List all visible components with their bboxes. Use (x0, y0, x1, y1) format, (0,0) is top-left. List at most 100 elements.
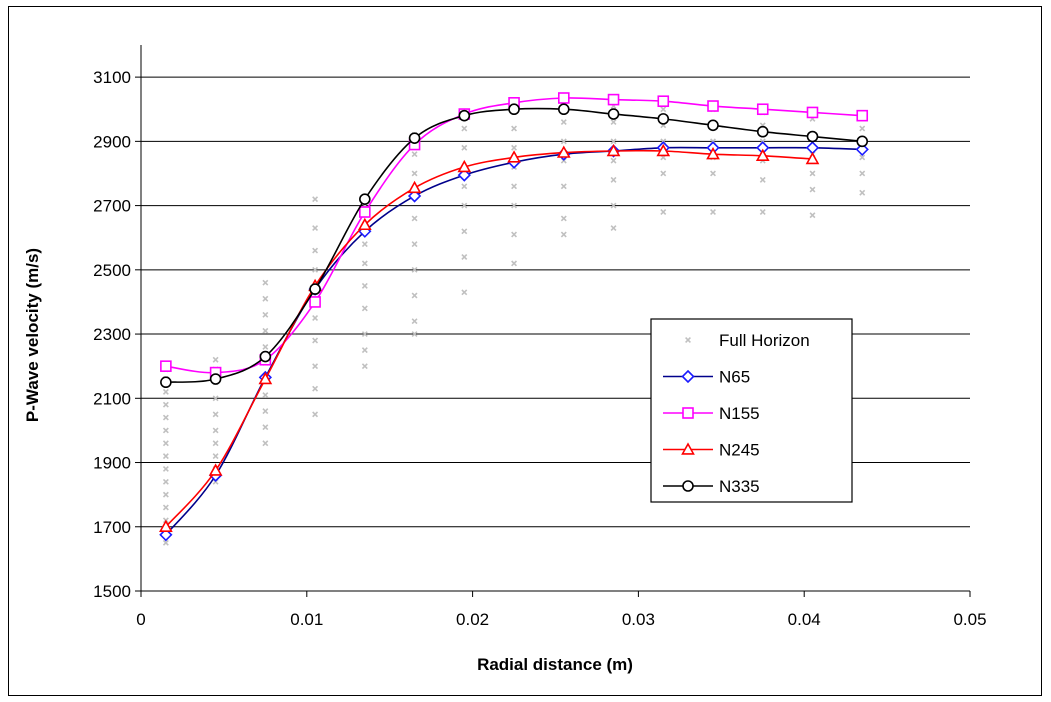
scatter-point (312, 337, 319, 344)
scatter-stroke (411, 215, 418, 222)
scatter-point (610, 138, 617, 145)
scatter-point (610, 176, 617, 183)
scatter-point (560, 183, 567, 190)
scatter-stroke (262, 279, 269, 286)
series-point (557, 92, 570, 104)
scatter-point (162, 440, 169, 447)
scatter-point (411, 151, 418, 158)
scatter-stroke (361, 331, 368, 338)
scatter-point (262, 311, 269, 318)
scatter-point (312, 385, 319, 392)
legend-label: Full Horizon (719, 331, 810, 350)
legend-label: N155 (719, 404, 760, 423)
scatter-point (461, 202, 468, 209)
scatter-point (312, 225, 319, 232)
scatter-point (610, 202, 617, 209)
scatter-stroke (312, 411, 319, 418)
legend-marker (681, 442, 695, 455)
scatter-point (162, 504, 169, 511)
scatter-point (759, 209, 766, 215)
series-point (755, 148, 770, 162)
series-point (160, 376, 172, 389)
scatter-stroke (262, 408, 269, 415)
scatter-stroke (660, 170, 667, 177)
scatter-point (461, 289, 468, 296)
scatter-stroke (411, 170, 418, 177)
scatter-point (162, 401, 169, 408)
y-axis-title: P-Wave velocity (m/s) (23, 248, 42, 422)
scatter-stroke (461, 289, 468, 296)
scatter-point (411, 331, 418, 338)
scatter-stroke (809, 212, 816, 219)
scatter-stroke (361, 347, 368, 354)
scatter-stroke (162, 427, 169, 434)
y-tick-label: 1500 (93, 582, 131, 601)
scatter-stroke (511, 125, 518, 132)
series-point (707, 119, 719, 132)
scatter-point (312, 196, 319, 203)
series-point (806, 106, 819, 119)
scatter-point (511, 144, 518, 151)
scatter-point (610, 225, 617, 232)
scatter-point (411, 170, 418, 177)
series-point (806, 130, 819, 143)
x-tick-label: 0.04 (788, 610, 821, 629)
scatter-point (809, 186, 816, 193)
scatter-stroke (312, 225, 319, 232)
scatter-stroke (511, 202, 518, 209)
scatter-stroke (262, 311, 269, 318)
scatter-point (610, 157, 617, 164)
series-n335 (160, 103, 869, 389)
legend-marker (682, 480, 694, 492)
scatter-point (411, 241, 418, 248)
series-point (507, 150, 521, 163)
series-layer (159, 92, 869, 542)
scatter-stroke (312, 247, 319, 254)
chart-frame (8, 6, 1042, 696)
scatter-point (461, 144, 468, 151)
scatter-stroke (511, 144, 518, 151)
scatter-stroke (560, 231, 567, 238)
scatter-point (312, 363, 319, 370)
scatter-point (461, 228, 468, 235)
scatter-stroke (262, 343, 269, 350)
series-point (209, 373, 222, 385)
scatter-point (262, 408, 269, 415)
series-point (258, 371, 273, 385)
scatter-point (560, 215, 567, 222)
scatter-point (610, 119, 617, 126)
scatter-point (660, 209, 667, 215)
series-point (607, 93, 620, 106)
scatter-point (262, 392, 269, 399)
scatter-point (560, 138, 567, 145)
scatter-stroke (461, 183, 468, 190)
series-point (407, 189, 422, 203)
scatter-point (162, 478, 169, 485)
x-axis-title: Radial distance (m) (477, 655, 633, 674)
scatter-point (262, 343, 269, 350)
scatter-point (361, 363, 368, 370)
series-point (707, 100, 719, 112)
scatter-point (461, 254, 468, 260)
scatter-stroke (162, 504, 169, 511)
scatter-stroke (262, 424, 269, 431)
scatter-point (660, 106, 667, 113)
scatter-point (859, 125, 866, 132)
series-point (856, 109, 869, 122)
scatter-stroke (162, 453, 169, 460)
legend-label: N65 (719, 368, 750, 387)
scatter-stroke (809, 186, 816, 193)
scatter-stroke (162, 440, 169, 447)
series-point (160, 360, 172, 372)
x-tick-label: 0.02 (456, 610, 489, 629)
series-point (357, 217, 372, 231)
scatter-stroke (809, 170, 816, 177)
scatter-point (511, 260, 518, 267)
scatter-point (759, 176, 766, 183)
legend-entry: N155 (663, 404, 760, 423)
scatter-stroke (162, 539, 169, 546)
series-point (458, 109, 471, 122)
scatter-point (461, 125, 468, 132)
scatter-stroke (859, 189, 866, 196)
series-point (457, 159, 472, 173)
